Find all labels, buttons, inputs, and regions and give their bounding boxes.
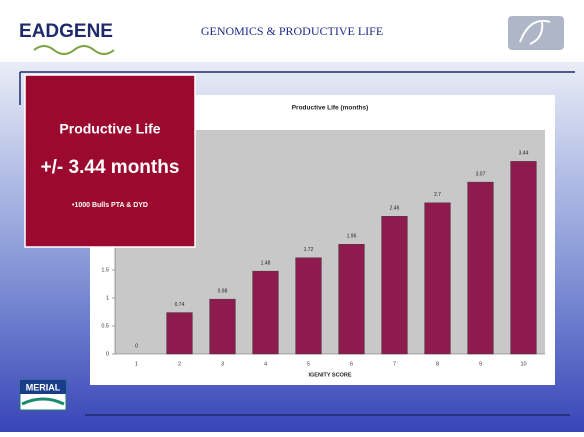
logo-swirl <box>33 45 115 55</box>
value-label: 0 <box>135 343 138 349</box>
value-label: 0.98 <box>218 288 228 294</box>
x-tick-label: 10 <box>520 361 526 367</box>
logo: EADGENE <box>19 21 113 42</box>
header-title: GENOMICS & PRODUCTIVE LIFE <box>201 24 383 38</box>
bar <box>166 312 193 355</box>
x-tick-label: 3 <box>221 361 224 367</box>
value-label: 2.46 <box>390 206 400 212</box>
callout-note: •1000 Bulls PTA & DYD <box>72 202 148 209</box>
icon-strokes <box>519 20 551 45</box>
x-axis-label: IGENITY SCORE <box>309 372 352 378</box>
chart-title: Productive Life (months) <box>292 105 369 112</box>
value-label: 1.48 <box>261 260 271 266</box>
footer-logo: MERIAL <box>26 382 61 392</box>
value-label: 2.7 <box>434 192 441 198</box>
value-label: 0.74 <box>175 302 185 308</box>
bar <box>209 298 236 355</box>
x-tick-label: 5 <box>307 361 310 367</box>
bar <box>424 202 451 355</box>
footer-logo-band <box>20 380 66 394</box>
x-tick-label: 9 <box>479 361 482 367</box>
value-label: 3.44 <box>519 151 529 157</box>
y-tick-label: 1.5 <box>101 267 109 273</box>
callout-heading: Productive Life <box>59 121 160 137</box>
value-label: 1.96 <box>347 234 357 240</box>
x-tick-label: 6 <box>350 361 353 367</box>
y-tick-label: 0.5 <box>101 323 109 329</box>
bar <box>338 244 365 355</box>
y-tick-label: 1 <box>106 295 109 301</box>
callout-value: +/- 3.44 months <box>41 157 180 178</box>
value-label: 3.07 <box>476 171 486 177</box>
x-tick-label: 8 <box>436 361 439 367</box>
bar <box>467 181 494 355</box>
x-tick-label: 1 <box>135 361 138 367</box>
value-label: 1.72 <box>304 247 314 253</box>
overlay: Productive Life +/- 3.44 months •1000 Bu… <box>24 74 196 248</box>
bar <box>295 257 322 355</box>
x-tick-label: 2 <box>178 361 181 367</box>
header-icon <box>508 16 564 50</box>
x-tick-label: 7 <box>393 361 396 367</box>
y-tick-label: 0 <box>106 351 109 357</box>
bar <box>510 161 537 355</box>
bar <box>252 270 279 355</box>
footer-logo-wave <box>21 397 65 406</box>
callout-box <box>24 74 196 248</box>
chart: Productive Life (months) IGENITY SCORE 0… <box>101 105 545 378</box>
bar <box>381 216 408 355</box>
x-tick-label: 4 <box>264 361 267 367</box>
